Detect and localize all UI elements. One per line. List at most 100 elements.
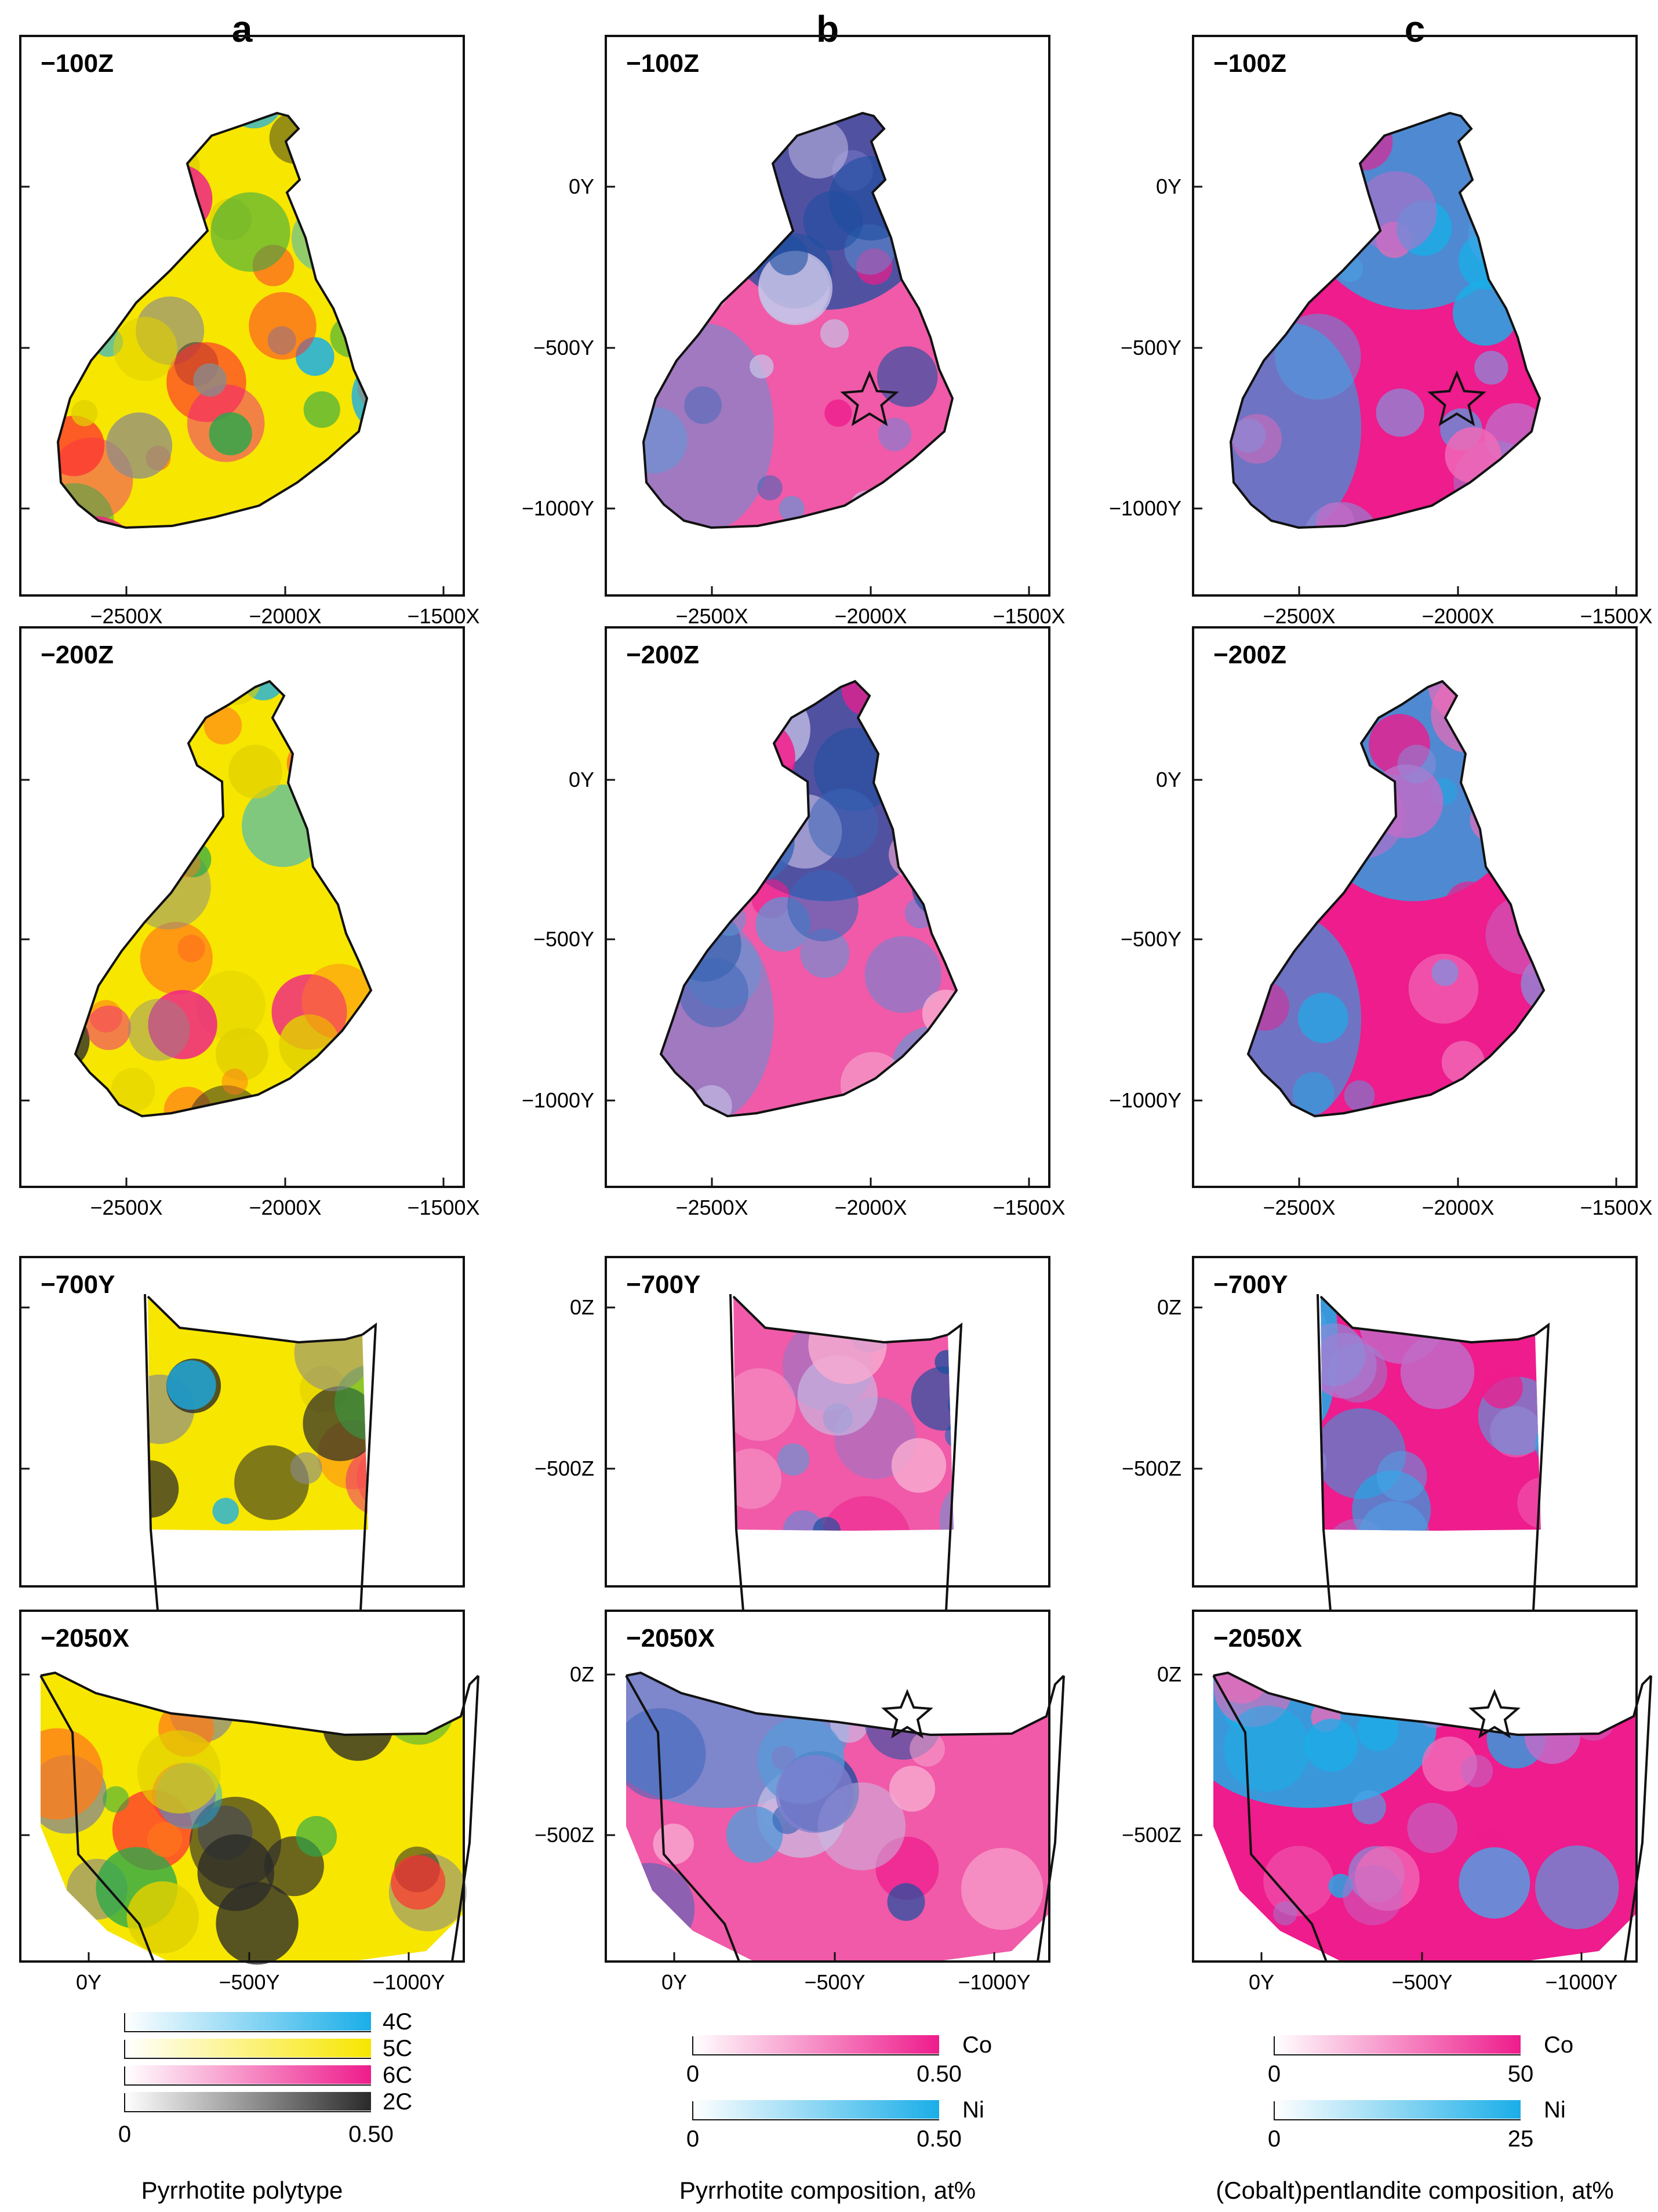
panel-label: −200Z <box>41 641 114 669</box>
map-blob <box>1428 681 1507 724</box>
y-tick-label: −1000Y <box>1109 496 1181 520</box>
map-blob <box>1319 773 1405 859</box>
y-tick-label: −1000Y <box>522 1088 594 1112</box>
panel-label: −2050X <box>1213 1624 1302 1652</box>
map-blob <box>965 1488 1021 1544</box>
map-blob <box>1490 1101 1544 1116</box>
map-blob <box>1533 122 1540 201</box>
map-blob <box>910 234 952 292</box>
x-tick-label: −1000Y <box>372 1970 445 1994</box>
section-boundary-left <box>729 1294 744 1611</box>
map-blob <box>192 681 226 705</box>
map-fill <box>733 1296 1021 1544</box>
panel-label: −2050X <box>626 1624 715 1652</box>
map-blob <box>193 363 227 397</box>
map-blob <box>812 1517 841 1531</box>
map-blob <box>874 1087 941 1116</box>
map-fill <box>1248 681 1600 1116</box>
panel-c-1: −100Z <box>1192 35 1638 597</box>
x-tick-label: −2500X <box>90 1196 162 1219</box>
map-blob <box>661 1095 706 1116</box>
map-blob <box>689 893 714 918</box>
map-blob <box>391 1855 446 1910</box>
map-blob <box>61 1382 115 1436</box>
map-blob <box>1352 1790 1387 1825</box>
map-blob <box>1508 681 1544 738</box>
map-blob <box>712 902 746 936</box>
legend-caption: Pyrrhotite composition, at% <box>679 2177 976 2204</box>
panel-frame <box>1192 1256 1638 1588</box>
map-blob <box>1552 143 1617 208</box>
map-blob <box>100 1114 132 1116</box>
map-blob <box>1511 767 1544 834</box>
ore-body-outline <box>56 111 369 529</box>
map-blob <box>800 928 850 978</box>
map-blob <box>677 113 736 171</box>
map-blob <box>1354 1846 1420 1911</box>
map-blob <box>1397 744 1437 784</box>
section-boundary-right <box>1532 1322 1550 1611</box>
map-blob <box>891 1438 947 1493</box>
map-blob <box>228 744 282 799</box>
ore-body-outline <box>1246 680 1546 1118</box>
map-blob <box>147 1822 183 1858</box>
map-blob <box>1485 480 1540 528</box>
map-blob <box>1574 371 1602 399</box>
panel-frame <box>605 626 1050 1188</box>
map-blob <box>1458 233 1516 290</box>
x-tick-label: 0Y <box>661 1970 687 1994</box>
y-tick-label: 0Y <box>569 175 594 198</box>
column-letter-c: c <box>1405 8 1426 50</box>
x-tick-label: −2500X <box>90 604 162 628</box>
x-tick-label: −2000X <box>1421 604 1494 628</box>
panel-label: −700Y <box>626 1270 700 1299</box>
map-blob <box>1248 1012 1255 1057</box>
map-blob <box>1344 1080 1375 1112</box>
map-blob <box>981 332 1012 363</box>
panel-b-3: −700Y <box>605 1256 1050 1611</box>
map-blob <box>290 113 367 122</box>
section-top-outline <box>1319 1295 1536 1344</box>
map-blob <box>363 1673 402 1710</box>
location-star <box>881 1688 933 1739</box>
map-blob <box>234 1445 309 1520</box>
map-blob <box>911 1366 954 1431</box>
x-tick-label: −1000Y <box>1545 1970 1617 1994</box>
legend-c: Co 0 50 Ni 0 25 (Cobalt)pentlandite compositio… <box>1216 2032 1613 2204</box>
map-blob <box>1481 1366 1523 1409</box>
map-blob <box>1445 427 1501 484</box>
map-blob <box>113 811 144 842</box>
ore-body-outline <box>642 111 954 529</box>
map-blob <box>1263 1846 1334 1916</box>
legend-gradient-6C <box>125 2065 371 2084</box>
map-blob <box>826 1296 869 1318</box>
map-blob <box>113 317 177 382</box>
panel-frame <box>19 1256 465 1588</box>
map-blob <box>376 204 439 267</box>
map-blob <box>215 1027 268 1081</box>
panel-b-4: −2050X <box>605 1610 1065 1963</box>
map-blob <box>315 750 371 827</box>
map-blob <box>408 1477 449 1519</box>
map-blob <box>895 179 926 210</box>
section-boundary-right <box>1037 1675 1065 1962</box>
legend-tick: 0.50 <box>917 2061 962 2087</box>
map-blob <box>293 1296 337 1332</box>
map-blob <box>104 903 129 927</box>
map-blob <box>1355 171 1437 253</box>
map-blob <box>987 250 1030 293</box>
map-blob <box>908 699 941 732</box>
panel-label: −2050X <box>41 1624 129 1652</box>
map-blob <box>758 1683 790 1714</box>
map-blob <box>407 1085 434 1112</box>
map-blob <box>977 544 1003 569</box>
y-tick-label: −500Y <box>533 336 594 359</box>
map-blob <box>983 201 1027 244</box>
map-blob <box>53 1379 90 1416</box>
section-boundary-right <box>451 1675 479 1962</box>
section-boundary-left <box>39 1675 155 1962</box>
x-tick-label: −500Y <box>804 1970 865 1994</box>
map-blob <box>1568 788 1600 820</box>
map-blob <box>176 681 238 699</box>
map-blob <box>1213 1402 1285 1474</box>
